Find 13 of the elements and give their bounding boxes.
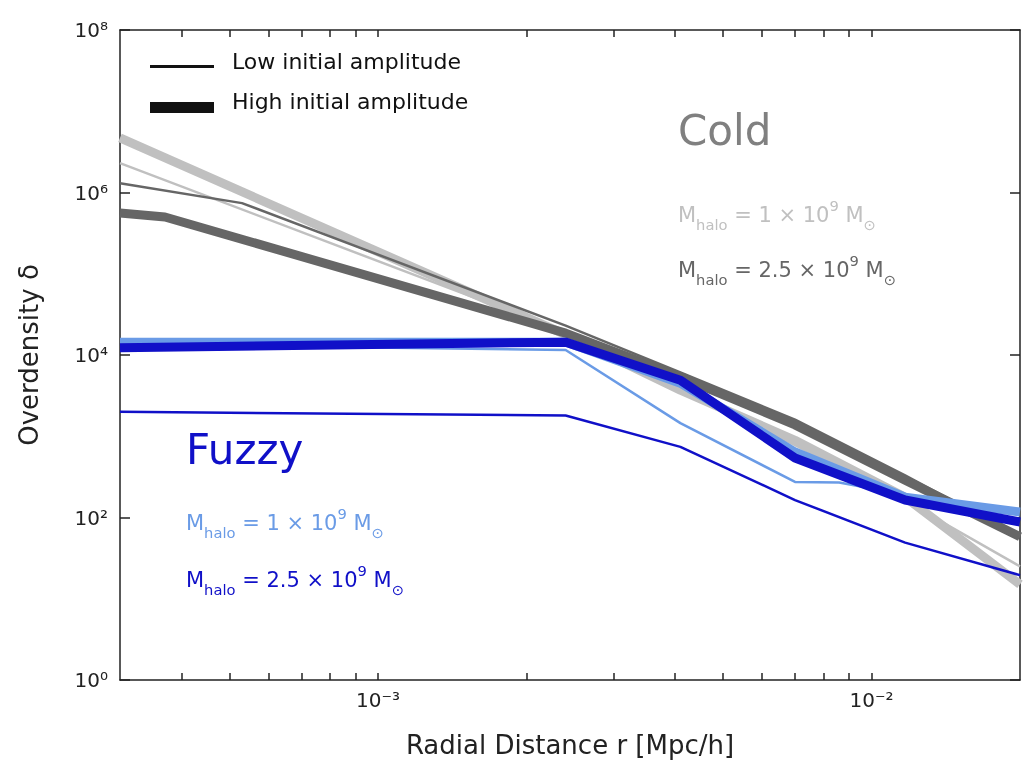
annotation: High initial amplitude xyxy=(232,88,469,114)
annotation: Low initial amplitude xyxy=(232,48,461,74)
x-axis-title: Radial Distance r [Mpc/h] xyxy=(405,730,735,760)
x-tick-label: 10⁻³ xyxy=(356,688,401,712)
y-tick-label: 10⁴ xyxy=(74,343,108,367)
annotation: Cold xyxy=(678,105,772,155)
x-tick-label: 10⁻² xyxy=(849,688,894,712)
y-tick-label: 10⁶ xyxy=(74,180,108,205)
y-tick-label: 10⁸ xyxy=(74,18,108,42)
y-tick-label: 10² xyxy=(74,505,108,530)
y-tick-label: 10⁰ xyxy=(74,668,108,692)
annotation: Fuzzy xyxy=(186,424,304,474)
y-axis-title: Overdensity δ xyxy=(14,264,44,446)
